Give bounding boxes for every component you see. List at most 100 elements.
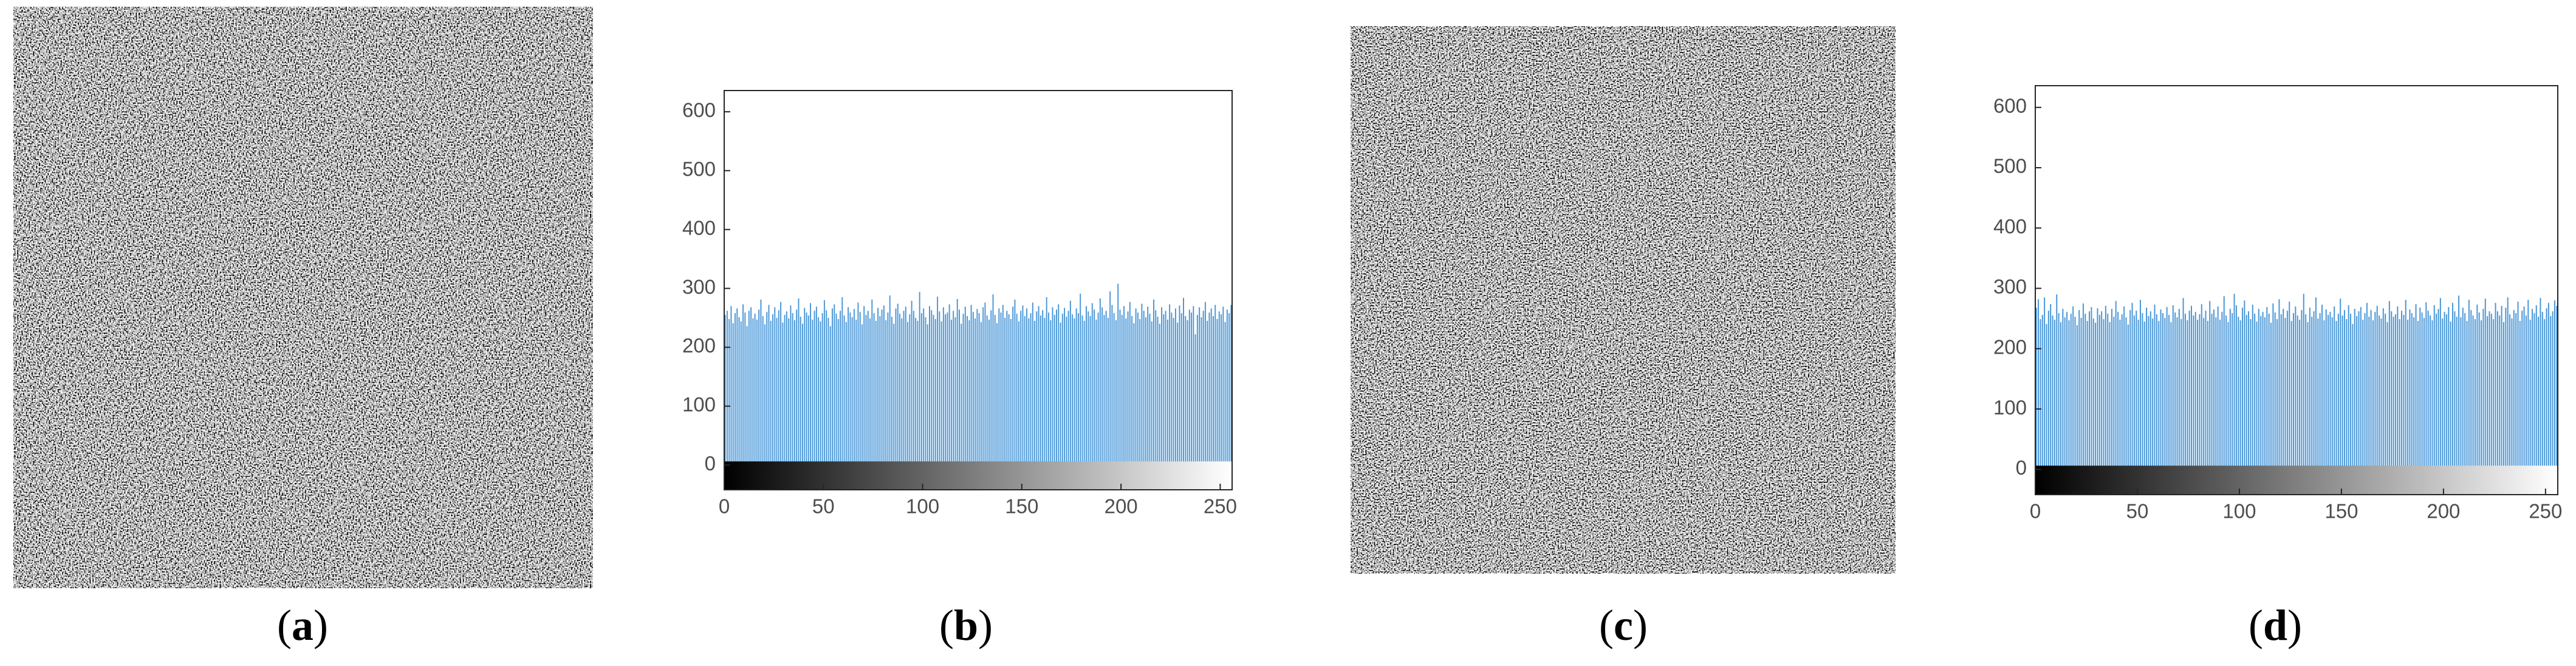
bar <box>2197 320 2199 470</box>
bar <box>919 292 920 465</box>
bar <box>2064 317 2066 470</box>
bar <box>1066 317 1067 465</box>
bar <box>2076 325 2078 470</box>
bar <box>1155 310 1157 465</box>
bar <box>2462 307 2464 470</box>
bar <box>2035 307 2037 470</box>
y-tick-label: 200 <box>1993 336 2027 359</box>
bar <box>793 320 795 465</box>
bar <box>865 315 867 465</box>
bar <box>2103 319 2105 470</box>
y-tick-label: 400 <box>1993 215 2027 238</box>
bar <box>1077 313 1079 465</box>
bar <box>2458 295 2460 470</box>
bar <box>2487 316 2489 470</box>
bar <box>736 308 738 465</box>
bar <box>2489 311 2490 470</box>
bar <box>786 311 787 465</box>
bar <box>927 324 928 465</box>
bar <box>2286 311 2288 470</box>
bar <box>2456 317 2458 470</box>
bar <box>2283 309 2284 470</box>
bar <box>2217 306 2219 470</box>
bar <box>2437 309 2439 470</box>
bar <box>1038 306 1040 465</box>
panel-caption: (a) <box>277 601 328 650</box>
bar <box>2168 315 2170 470</box>
bar <box>2417 321 2419 470</box>
bar <box>1145 317 1146 465</box>
bar <box>992 294 994 465</box>
bar <box>2041 315 2043 470</box>
bar <box>1196 315 1198 465</box>
bar <box>2166 307 2168 470</box>
bar <box>845 321 847 465</box>
bar <box>2205 311 2207 470</box>
bar <box>891 317 892 465</box>
bar <box>1179 305 1180 465</box>
bar <box>2484 298 2486 470</box>
bar <box>770 320 772 465</box>
bar <box>2227 322 2229 470</box>
bar <box>2334 306 2335 470</box>
bar <box>820 321 821 465</box>
bar <box>2554 300 2555 470</box>
bar <box>2238 317 2239 470</box>
bar <box>1002 304 1004 465</box>
bar <box>2295 306 2297 470</box>
bar <box>2505 307 2507 470</box>
bar <box>907 321 909 465</box>
bar <box>2086 321 2088 470</box>
bar <box>1056 309 1057 465</box>
bar <box>917 320 919 465</box>
bar <box>1121 315 1123 465</box>
bar <box>1058 304 1060 465</box>
bar <box>2515 313 2517 470</box>
bar <box>1072 314 1074 465</box>
x-tick-label: 250 <box>2529 500 2562 523</box>
bar <box>2097 308 2098 470</box>
bar <box>784 315 786 465</box>
bar <box>873 313 875 465</box>
bar <box>925 317 927 465</box>
bar <box>978 313 980 465</box>
bar <box>2280 314 2282 470</box>
bar <box>762 316 764 465</box>
bar <box>879 316 881 465</box>
bar <box>984 302 986 465</box>
bar <box>2101 311 2103 470</box>
bar <box>2066 312 2068 470</box>
bar <box>2552 311 2554 470</box>
bar <box>1101 307 1103 465</box>
bar <box>2193 315 2194 470</box>
bar <box>857 302 859 465</box>
bar <box>1228 313 1230 465</box>
bar <box>1074 318 1075 465</box>
bar <box>2454 311 2456 470</box>
bar <box>804 307 806 465</box>
bar <box>1060 322 1061 465</box>
bar <box>2182 298 2184 470</box>
bar <box>806 312 807 465</box>
bar <box>2407 320 2409 470</box>
bar <box>848 307 849 465</box>
bar <box>2427 311 2429 470</box>
bar <box>1199 307 1201 465</box>
bar <box>2174 312 2176 470</box>
bar <box>2460 317 2462 470</box>
bar <box>2150 311 2151 470</box>
bar <box>1202 311 1204 465</box>
bar <box>2430 315 2431 470</box>
bar <box>2178 309 2180 470</box>
bar <box>2325 309 2327 470</box>
bar <box>2541 312 2543 470</box>
bar <box>1169 304 1171 465</box>
bar <box>2080 318 2082 470</box>
bar <box>2091 307 2092 470</box>
bar <box>2556 306 2558 470</box>
bar <box>2362 320 2364 470</box>
bar <box>2289 301 2290 470</box>
bar <box>2070 314 2072 470</box>
bar <box>764 324 766 465</box>
bar <box>2517 301 2519 470</box>
